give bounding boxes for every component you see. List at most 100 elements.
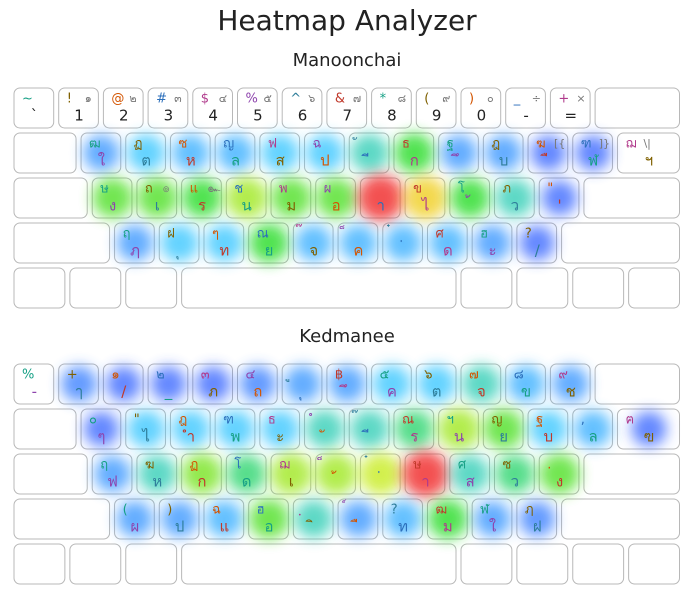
heat-spot [116, 224, 154, 262]
alt-label: ๘ [398, 92, 407, 105]
shift-label: ถ [145, 182, 153, 197]
key [516, 267, 569, 309]
shift-label: ฏ [134, 137, 143, 152]
heat-spot [403, 176, 447, 220]
key [181, 267, 457, 309]
alt-label: ๏ [163, 182, 170, 195]
alt-label: ÷ [532, 92, 541, 105]
shift-label: ฉ [313, 137, 322, 152]
alt-label: ๐ [487, 92, 494, 105]
heat-spot [462, 364, 501, 404]
base-label: ฝ [533, 518, 542, 536]
heat-spot [483, 409, 524, 449]
key [628, 543, 680, 585]
heat-spot [574, 410, 612, 448]
base-label: ฟ [107, 473, 118, 491]
heat-spot [530, 135, 567, 171]
shift-label: พ [279, 182, 288, 197]
key [594, 363, 680, 405]
shift-label: ! [67, 92, 72, 107]
key [549, 87, 591, 129]
base-label: บ [544, 428, 554, 446]
shift-label: ( [424, 92, 429, 107]
base-label: ฦ [130, 242, 140, 260]
heat-spot [195, 366, 231, 402]
key [125, 543, 178, 585]
shift-label: ฎ [178, 413, 187, 428]
shift-label: ฆ [145, 458, 155, 473]
base-label: 1 [74, 107, 84, 125]
shift-label: ๔ [246, 368, 256, 383]
base-label: ค [353, 242, 363, 260]
heat-spot [150, 366, 187, 402]
key [561, 222, 681, 264]
heat-spot [305, 409, 344, 449]
heat-spot [402, 451, 449, 497]
base-label: 5 [253, 107, 263, 125]
shift-label: ช [234, 182, 243, 197]
base-label: ท [398, 518, 408, 536]
base-label: ว [511, 473, 519, 491]
heat-spot [340, 500, 377, 538]
shift-label: ธ [268, 413, 276, 428]
heat-spot [519, 225, 555, 261]
shift-label: @ [111, 92, 124, 107]
shift-label: ฿ [335, 368, 343, 383]
base-label: 9 [432, 107, 442, 125]
heat-spot [315, 453, 357, 495]
heat-spot [239, 366, 276, 402]
key [572, 543, 625, 585]
heat-spot [127, 134, 165, 172]
shift-label: ษ [100, 182, 109, 197]
heat-spot [61, 366, 97, 402]
shift-label: ซ [503, 458, 512, 473]
base-label: ด [242, 473, 252, 491]
base-label: ผ [131, 518, 140, 536]
base-label: ก [410, 152, 419, 170]
shift-label: " [134, 413, 140, 428]
shift-label: * [380, 92, 387, 107]
heat-spot [205, 500, 243, 538]
shift-label: ฐ [536, 413, 543, 428]
heat-spot [271, 178, 312, 218]
key [13, 453, 88, 495]
shift-label: ฮ [257, 503, 265, 518]
heat-spot [541, 180, 578, 216]
base-label: ำ [183, 428, 195, 446]
shift-label: ณ [257, 227, 269, 242]
heat-spot [261, 410, 300, 448]
shift-label: ญ [223, 137, 234, 152]
alt-label: ๓ [174, 92, 182, 105]
base-label: ค [387, 383, 397, 401]
shift-label: ฤ [123, 227, 131, 242]
key [13, 87, 55, 129]
shift-label: ฑ [223, 413, 234, 428]
heat-spot [552, 365, 589, 403]
shift-label: ข [413, 182, 422, 197]
heat-spot [106, 366, 142, 402]
heat-spot [450, 178, 490, 218]
shift-label: , [581, 413, 585, 428]
shift-label: + [67, 368, 78, 383]
key [326, 87, 368, 129]
heat-spot [306, 134, 344, 172]
heat-spot [83, 134, 120, 172]
base-label: 6 [298, 107, 308, 125]
alt-label: ๛ [208, 182, 221, 195]
shift-label: ๕ [380, 368, 390, 383]
alt-label: ]} [599, 137, 610, 150]
base-label: ถ [253, 383, 262, 401]
shift-label: ฬ [480, 503, 490, 518]
heat-spot [357, 175, 404, 221]
shift-label: โ [458, 181, 465, 197]
heat-spot [350, 409, 389, 449]
shift-label: ( [123, 503, 128, 518]
shift-label: ๒ [156, 368, 165, 383]
alt-label: ๔ [219, 92, 227, 105]
shift-label: ฎ [491, 137, 500, 152]
shift-label: ฏ [190, 458, 199, 473]
key [505, 87, 546, 129]
shift-label: ฉ [212, 503, 221, 518]
shift-label: " [547, 182, 553, 197]
heat-spot [294, 499, 333, 539]
